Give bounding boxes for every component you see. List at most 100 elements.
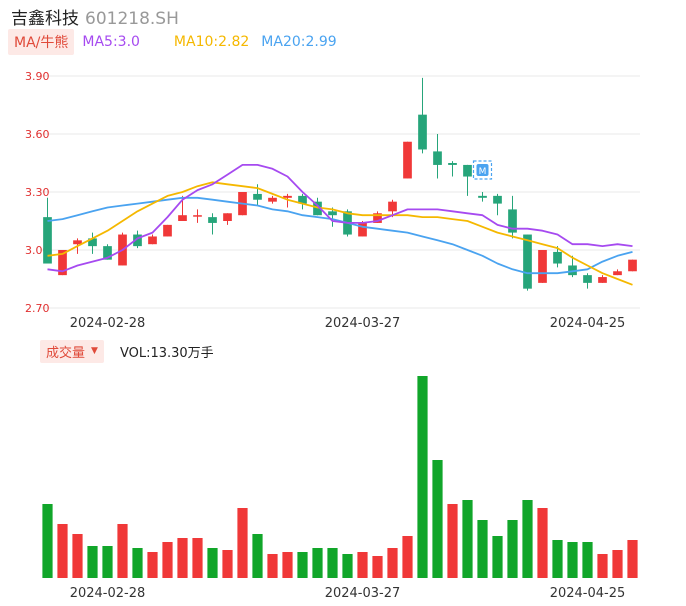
candle-body [313, 201, 322, 216]
volume-bar [312, 548, 323, 578]
volume-bar [522, 500, 533, 578]
volume-bar [492, 536, 503, 578]
candle-body [358, 222, 367, 237]
volume-bar [207, 548, 218, 578]
volume-bar [237, 508, 248, 578]
candle-body [178, 215, 187, 221]
volume-series [42, 376, 638, 578]
volume-bar [372, 556, 383, 578]
volume-bar [537, 508, 548, 578]
volume-bar [462, 500, 473, 578]
candle-body [163, 224, 172, 237]
price-y-axis: 3.903.603.303.002.70 [25, 70, 50, 315]
volume-bar [297, 552, 308, 578]
volume-bar [192, 538, 203, 578]
volume-bar [327, 548, 338, 578]
candle-body [148, 236, 157, 245]
x-tick-label: 2024-04-25 [550, 586, 626, 601]
candle-body [88, 238, 97, 247]
volume-bar [417, 376, 428, 578]
volume-bar [42, 504, 53, 578]
y-tick-label: 3.90 [25, 70, 50, 83]
volume-bar [342, 554, 353, 578]
x-tick-label: 2024-03-27 [325, 316, 401, 331]
ma10-line [47, 181, 633, 286]
volume-bar [582, 542, 593, 578]
stock-name: 吉鑫科技 [11, 9, 79, 29]
stock-code: 601218.SH [85, 9, 179, 29]
caret-down-icon: ▼ [91, 346, 98, 356]
candle-body [193, 215, 202, 217]
marker-frame [472, 160, 493, 180]
volume-bar [567, 542, 578, 578]
y-tick-label: 3.60 [25, 128, 50, 141]
volume-bar [552, 540, 563, 578]
candle-body [253, 193, 262, 200]
x-tick-label: 2024-04-25 [550, 316, 626, 331]
ma5-line [47, 163, 633, 273]
volume-bar [612, 550, 623, 578]
candle-body [43, 217, 52, 264]
volume-bar [87, 546, 98, 578]
volume-bar [402, 536, 413, 578]
volume-legend: 成交量 ▼ VOL:13.30万手 [40, 339, 214, 363]
x-tick-label: 2024-02-28 [70, 316, 146, 331]
candle-body [433, 151, 442, 165]
volume-bar [102, 546, 113, 578]
candle-body [208, 217, 217, 223]
volume-bar [162, 542, 173, 578]
candle-body [493, 195, 502, 204]
candle-body [403, 141, 412, 179]
volume-bar [507, 520, 518, 578]
candle-body [418, 114, 427, 150]
volume-indicator-label: 成交量 [46, 345, 86, 361]
volume-bar [282, 552, 293, 578]
volume-bar [627, 540, 638, 578]
volume-bar [222, 550, 233, 578]
candle-body [508, 209, 517, 233]
candle-body [448, 163, 457, 165]
ma20-line [47, 196, 633, 275]
candle-body [598, 277, 607, 283]
candle-body [268, 197, 277, 202]
volume-bar [72, 534, 83, 578]
candle-body [283, 195, 292, 198]
volume-bar [177, 538, 188, 578]
price-grid [40, 75, 640, 309]
marker-badge [476, 164, 489, 176]
candle-body [463, 164, 472, 177]
candle-body [538, 250, 547, 283]
volume-bar [432, 460, 443, 578]
candle-body [328, 211, 337, 216]
volume-indicator-selector[interactable]: 成交量 ▼ [40, 339, 104, 363]
candlestick-series [43, 77, 637, 291]
volume-bar [477, 520, 488, 578]
candle-body [523, 234, 532, 289]
y-tick-label: 2.70 [25, 302, 50, 315]
volume-bar [57, 524, 68, 578]
volume-bar [597, 554, 608, 578]
ma10-legend: MA10:2.82 [173, 34, 250, 50]
ma-legend: MA/牛熊 MA5:3.0 MA10:2.82 MA20:2.99 [8, 29, 337, 55]
candle-body [373, 213, 382, 223]
ma-indicator-selector[interactable]: MA/牛熊 [8, 29, 75, 55]
candle-body [478, 195, 487, 198]
candle-body [133, 234, 142, 247]
marker-label: M [479, 167, 487, 177]
candle-body [613, 271, 622, 276]
volume-bar [132, 548, 143, 578]
stock-header: 吉鑫科技 601218.SH [11, 4, 179, 29]
candle-body [73, 240, 82, 245]
ma20-legend: MA20:2.99 [261, 34, 337, 50]
candle-body [568, 265, 577, 276]
candle-body [58, 250, 67, 276]
event-marker: M [472, 160, 493, 180]
candle-body [628, 259, 637, 272]
volume-value: VOL:13.30万手 [119, 345, 214, 361]
candle-body [583, 275, 592, 283]
candle-body [103, 246, 112, 260]
candle-body [553, 251, 562, 264]
price-x-axis: 2024-02-28 2024-03-27 2024-04-25 [70, 316, 626, 331]
candle-body [388, 201, 397, 212]
